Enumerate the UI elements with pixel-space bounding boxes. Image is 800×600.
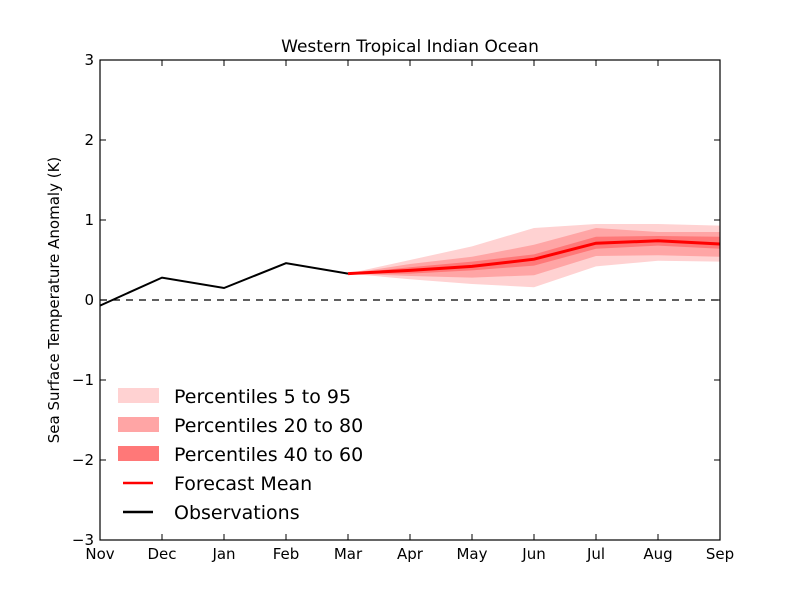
legend-swatch-2 [118, 417, 159, 432]
legend-label-2: Percentiles 20 to 80 [174, 415, 363, 437]
x-tick-label: Jun [521, 545, 545, 563]
series-lines [99, 239, 721, 307]
y-axis-label: Sea Surface Temperature Anomaly (K) [45, 157, 63, 444]
y-tick-label: −1 [72, 371, 94, 389]
y-tick-label: −3 [72, 531, 94, 549]
x-tick-label: Apr [397, 545, 424, 563]
legend-label-5: Observations [174, 502, 300, 524]
legend-swatch-3 [118, 446, 159, 461]
y-tick-label: 0 [84, 291, 94, 309]
y-tick-label: 3 [84, 51, 94, 69]
y-tick-label: 2 [84, 131, 94, 149]
legend-label-4: Forecast Mean [174, 473, 312, 495]
legend-label-3: Percentiles 40 to 60 [174, 444, 363, 466]
x-tick-label: Dec [147, 545, 176, 563]
x-tick-label: Sep [706, 545, 734, 563]
x-tick-label: Feb [273, 545, 300, 563]
legend-label-1: Percentiles 5 to 95 [174, 386, 351, 408]
percentile-bands [348, 224, 720, 288]
band-3 [348, 236, 720, 274]
x-tick-label: May [456, 545, 487, 563]
y-tick-label: −2 [72, 451, 94, 469]
chart-title: Western Tropical Indian Ocean [281, 37, 539, 57]
x-tick-label: Mar [334, 545, 363, 563]
legend-swatch-1 [118, 388, 159, 403]
legend: Percentiles 5 to 95 Percentiles 20 to 80 P… [118, 386, 363, 524]
x-tick-label: Jul [586, 545, 605, 563]
axis-ticks: Nov Dec Jan Feb Mar Apr May Jun Jul Aug Sep 3 2 1 0 −1 −… [72, 51, 734, 563]
observations-line [99, 262, 349, 307]
forecast-mean-line [347, 239, 721, 276]
x-tick-label: Nov [85, 545, 114, 563]
y-tick-label: 1 [84, 211, 94, 229]
x-tick-label: Jan [211, 545, 235, 563]
x-tick-label: Aug [643, 545, 672, 563]
